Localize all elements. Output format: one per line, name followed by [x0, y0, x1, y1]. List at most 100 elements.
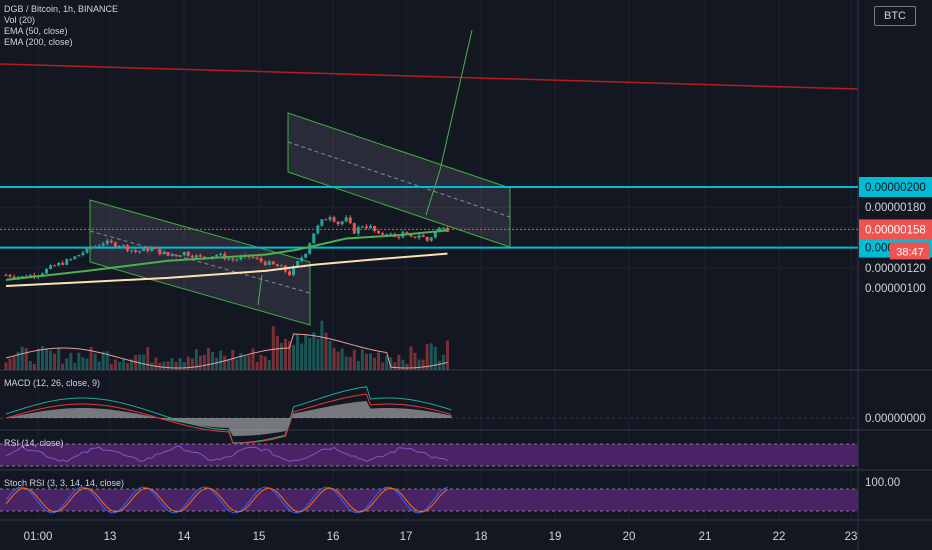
ema50-line [5, 229, 448, 281]
candle-body [288, 271, 291, 276]
candle-body [271, 261, 275, 265]
candle-body [166, 252, 170, 256]
volume-bar [288, 341, 291, 370]
candle-body [405, 232, 409, 235]
time-axis-label: 15 [253, 531, 266, 543]
volume-bar [425, 344, 429, 370]
volume-bar [57, 347, 61, 370]
candle-body [445, 227, 449, 232]
candle-body [198, 255, 202, 257]
volume-bar [89, 346, 93, 370]
volume-bar [28, 360, 32, 370]
candle-body [40, 273, 44, 276]
candle-body [53, 265, 57, 267]
volume-bar [20, 346, 24, 370]
volume-bar [263, 356, 267, 370]
legend-volume: Vol (20) [4, 15, 36, 25]
candle-body [61, 262, 65, 265]
time-axis-label: 01:00 [24, 531, 53, 543]
time-axis-label: 23 [845, 531, 858, 543]
candle-body [239, 256, 243, 260]
volume-bar [312, 332, 316, 370]
volume-bar [356, 360, 360, 370]
volume-bar [243, 356, 247, 370]
candle-body [324, 219, 328, 221]
volume-bar [247, 355, 251, 370]
candle-body [93, 246, 97, 248]
macd-histogram [0, 400, 452, 436]
candle-body [134, 250, 138, 252]
volume-bar [97, 361, 101, 370]
candle-body [417, 235, 421, 238]
volume-bar [130, 359, 134, 370]
volume-bar [198, 355, 202, 370]
candle-body [312, 233, 316, 244]
time-axis-label: 17 [400, 531, 413, 543]
candle-body [194, 255, 198, 258]
price-label-current-tag [859, 219, 932, 240]
volume-bar [211, 351, 215, 370]
candle-body [146, 248, 150, 252]
volume-bar [316, 338, 320, 370]
volume-bar [174, 361, 178, 370]
volume-bar [267, 359, 271, 370]
volume-bar [105, 351, 109, 370]
volume-bar [85, 358, 89, 370]
volume-bar [231, 349, 235, 370]
candle-body [162, 252, 166, 255]
price-label-200-tag [859, 177, 932, 197]
candle-body [429, 237, 433, 241]
candle-body [219, 253, 223, 255]
volume-bar [36, 348, 40, 370]
time-axis-label: 21 [699, 531, 712, 543]
candle-body [170, 254, 174, 256]
volume-bar [117, 361, 121, 370]
volume-bar [393, 362, 397, 370]
volume-bar [178, 358, 182, 370]
volume-bar [69, 352, 73, 370]
legend-stoch-rsi: Stoch RSI (3, 3, 14, 14, close) [4, 478, 125, 488]
candle-body [158, 248, 162, 255]
candle-body [130, 250, 134, 252]
candle-body [231, 258, 235, 260]
currency-button[interactable]: BTC [874, 6, 916, 26]
volume-bar [445, 340, 449, 370]
volume-bar [93, 353, 97, 370]
volume-bar [336, 351, 340, 370]
volume-bar [138, 354, 142, 370]
candle-body [425, 236, 429, 241]
volume-bar [377, 352, 381, 370]
candle-body [421, 235, 425, 237]
volume-bar [405, 363, 409, 370]
volume-bar [81, 357, 85, 370]
candle-body [113, 242, 117, 247]
candle-body [356, 227, 360, 234]
candle-body [381, 233, 385, 235]
volume-bar [360, 349, 364, 370]
candle-body [8, 274, 12, 277]
volume-bar [166, 361, 170, 370]
candle-body [441, 227, 445, 229]
projection-line-2 [425, 29, 473, 216]
price-label-180: 0.00000180 [865, 202, 926, 214]
volume-bar [49, 350, 53, 370]
volume-bar [332, 347, 336, 370]
candle-body [344, 217, 348, 222]
volume-bar [65, 358, 69, 370]
volume-bar [16, 351, 20, 370]
candle-body [117, 246, 121, 248]
volume-bar [162, 361, 166, 370]
candle-body [138, 251, 142, 253]
volume-bar [77, 352, 81, 370]
volume-bar [279, 343, 283, 370]
candle-body [409, 234, 413, 237]
candle-body [16, 276, 20, 279]
volume-bar [271, 326, 275, 370]
price-label-200: 0.00000200 [865, 182, 926, 194]
candle-body [267, 261, 271, 266]
volume-bar [292, 344, 296, 370]
candle-body [73, 256, 77, 260]
volume-bar [8, 358, 12, 370]
candle-body [336, 221, 340, 225]
